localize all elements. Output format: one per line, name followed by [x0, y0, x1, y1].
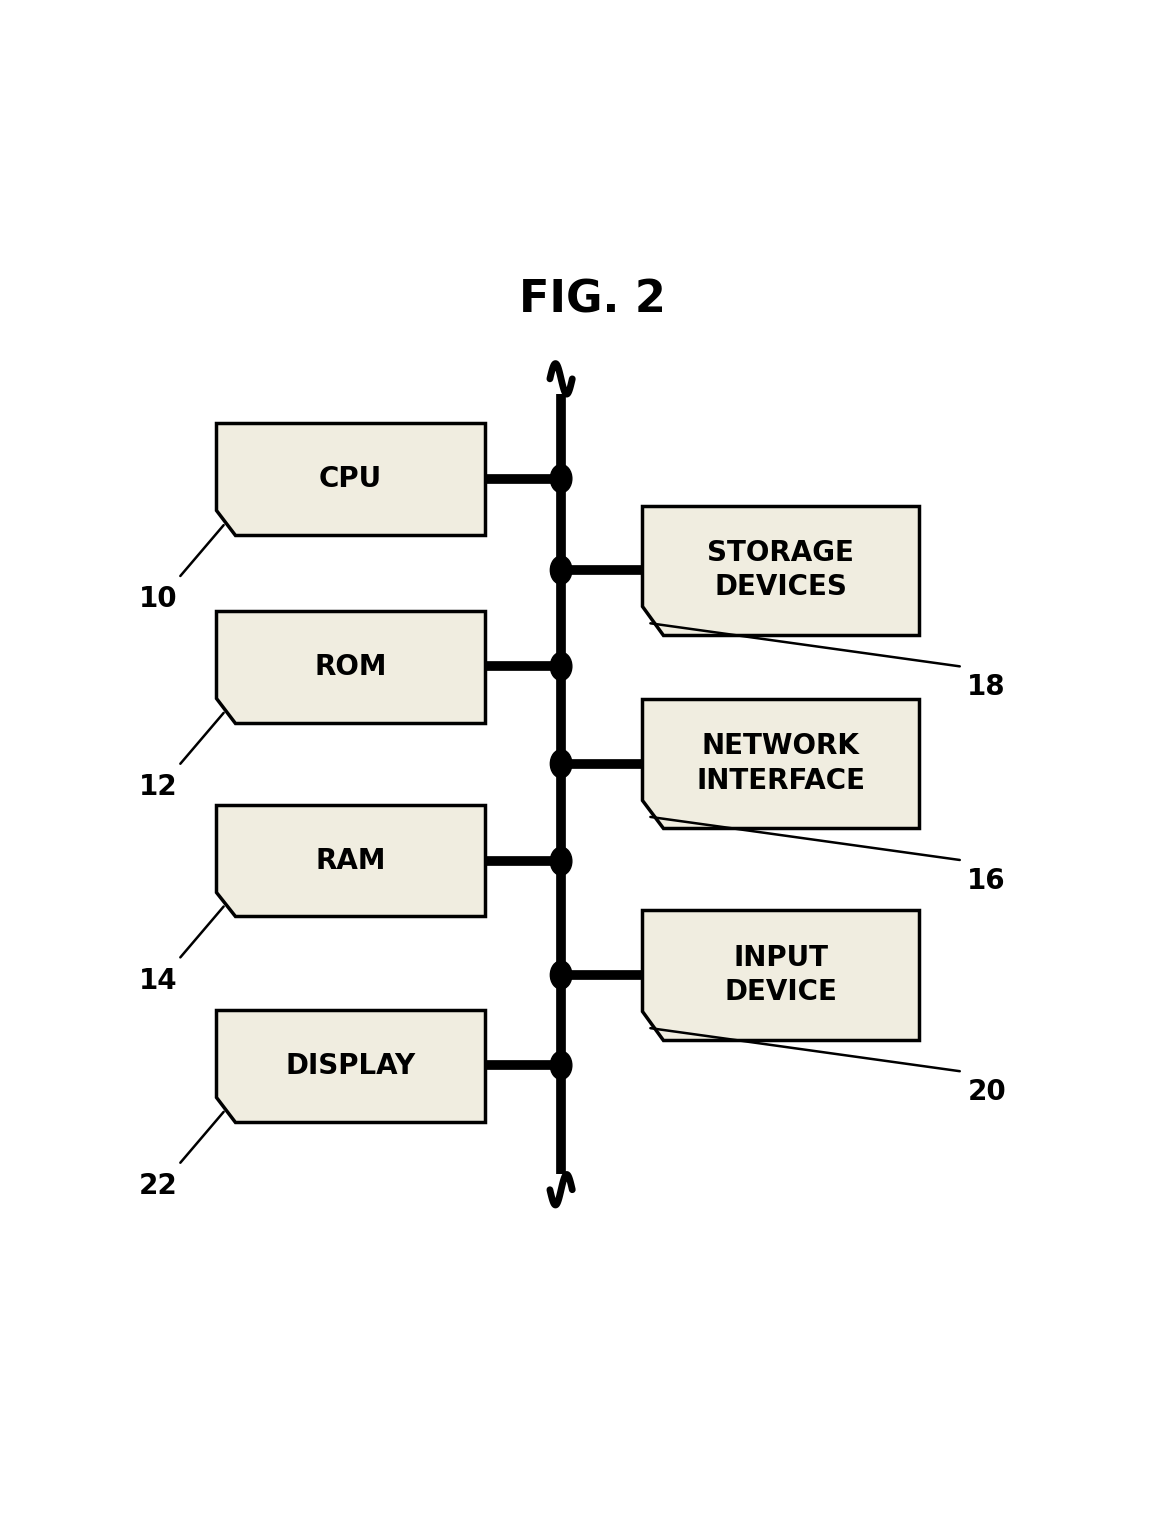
Polygon shape: [216, 1010, 486, 1122]
Text: STORAGE
DEVICES: STORAGE DEVICES: [707, 539, 854, 602]
Text: 16: 16: [968, 867, 1006, 895]
Text: 14: 14: [139, 966, 177, 995]
Text: 20: 20: [968, 1079, 1006, 1106]
Polygon shape: [642, 700, 919, 829]
Text: RAM: RAM: [316, 846, 386, 875]
Circle shape: [550, 465, 572, 492]
Text: DISPLAY: DISPLAY: [286, 1052, 416, 1081]
Text: 10: 10: [139, 585, 177, 614]
Circle shape: [550, 962, 572, 989]
Polygon shape: [642, 910, 919, 1039]
Polygon shape: [216, 611, 486, 722]
Polygon shape: [216, 805, 486, 916]
Text: CPU: CPU: [319, 465, 383, 494]
Circle shape: [550, 847, 572, 875]
Circle shape: [550, 1052, 572, 1079]
Circle shape: [550, 652, 572, 680]
Text: 12: 12: [139, 773, 177, 802]
Polygon shape: [642, 506, 919, 634]
Polygon shape: [216, 424, 486, 535]
Text: ROM: ROM: [314, 652, 387, 681]
Text: NETWORK
INTERFACE: NETWORK INTERFACE: [696, 733, 865, 796]
Circle shape: [550, 556, 572, 584]
Text: 22: 22: [139, 1172, 177, 1201]
Circle shape: [550, 750, 572, 777]
Text: INPUT
DEVICE: INPUT DEVICE: [724, 943, 837, 1006]
Text: 18: 18: [968, 674, 1006, 701]
Text: FIG. 2: FIG. 2: [519, 279, 666, 322]
